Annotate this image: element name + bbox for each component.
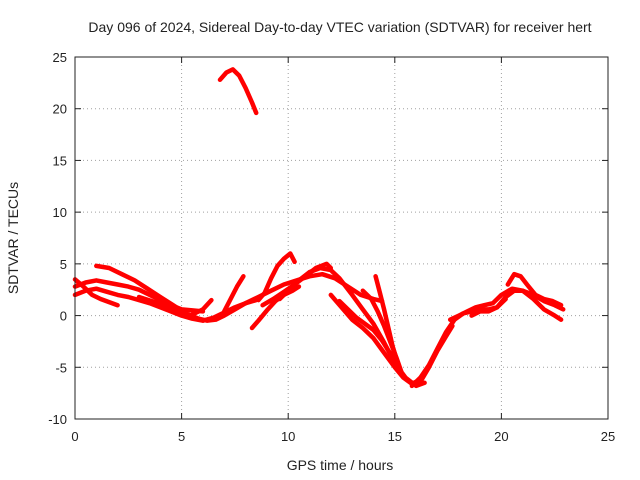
y-tick-label: 15 xyxy=(53,153,67,168)
y-tick-label: 0 xyxy=(60,309,67,324)
grid xyxy=(75,57,608,419)
x-axis-label: GPS time / hours xyxy=(287,457,394,473)
x-tick-label: 5 xyxy=(178,429,185,444)
series-arc-h xyxy=(256,251,297,303)
series-arc-g xyxy=(249,284,302,331)
x-tick-label: 20 xyxy=(494,429,508,444)
series-arc-q xyxy=(447,286,566,322)
series-arc-high xyxy=(217,67,259,116)
y-tick-label: 25 xyxy=(53,50,67,65)
series-arc-n xyxy=(373,274,402,370)
y-tick-label: -10 xyxy=(48,412,67,427)
x-tick-label: 0 xyxy=(71,429,78,444)
series-arc-k xyxy=(328,292,423,387)
x-tick-label: 15 xyxy=(388,429,402,444)
series-arc-s xyxy=(469,296,508,318)
y-axis-label: SDTVAR / TECUs xyxy=(5,182,21,294)
series-arc-c xyxy=(72,277,120,308)
x-tick-label: 25 xyxy=(601,429,615,444)
series-arc-r xyxy=(505,271,564,308)
series-arc-d xyxy=(94,263,385,323)
y-tick-label: 10 xyxy=(53,205,67,220)
y-tick-label: -5 xyxy=(55,360,67,375)
series-arc-j xyxy=(277,265,427,389)
series-arc-l xyxy=(337,298,398,362)
axis-ticks: 0 5 10 15 20 25 -10 -5 0 5 10 15 20 25 xyxy=(48,50,615,444)
series-arc-f xyxy=(221,274,246,314)
series-layer xyxy=(72,67,566,389)
series-arc-e xyxy=(136,294,214,318)
series-arc-p xyxy=(418,323,455,385)
chart-title: Day 096 of 2024, Sidereal Day-to-day VTE… xyxy=(88,19,591,35)
y-tick-label: 5 xyxy=(60,257,67,272)
x-tick-label: 10 xyxy=(281,429,295,444)
plot-frame xyxy=(74,56,609,420)
y-tick-label: 20 xyxy=(53,102,67,117)
